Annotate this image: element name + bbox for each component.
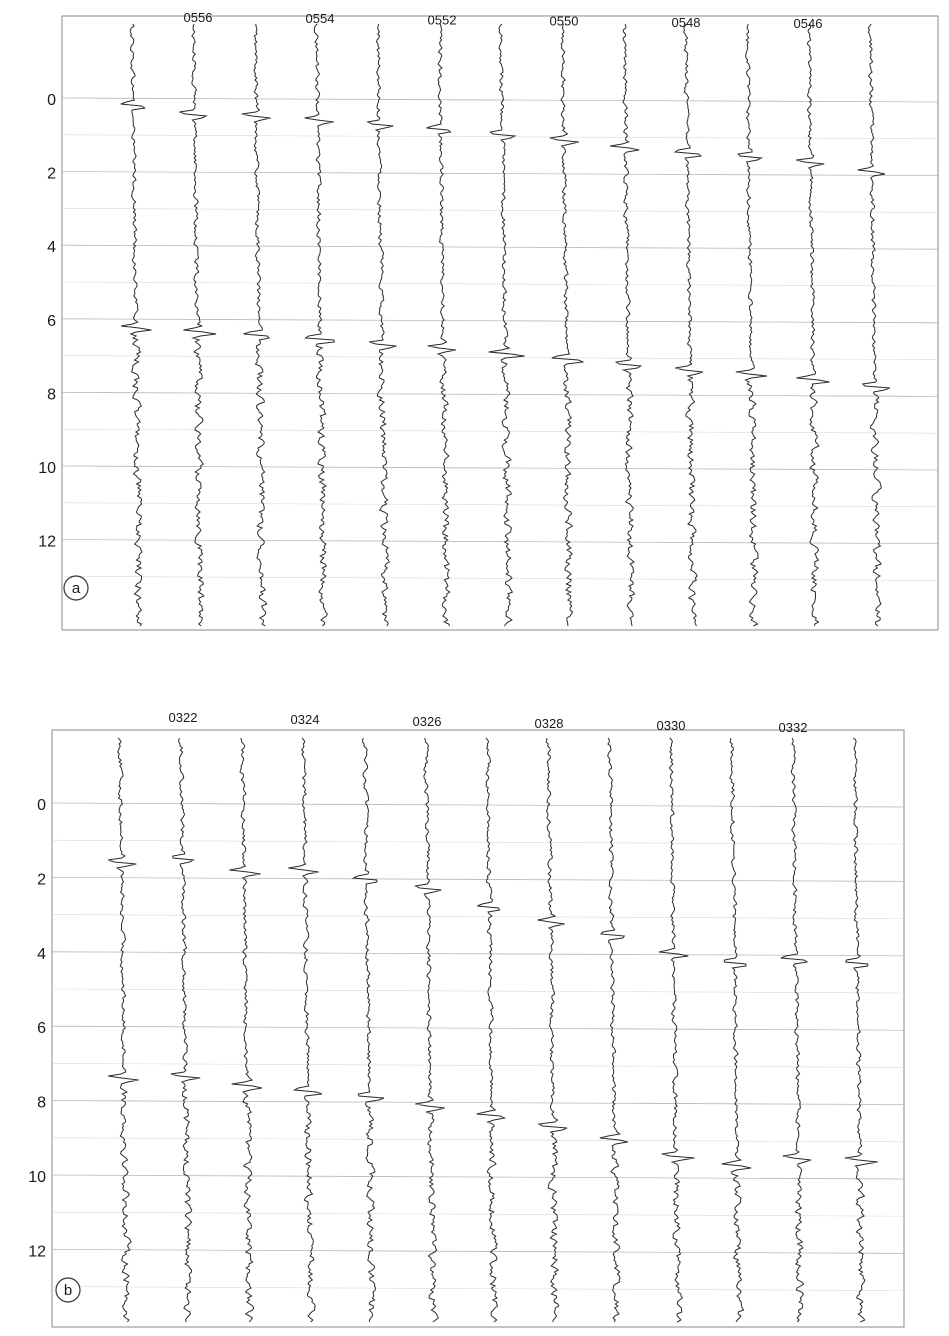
seismic-trace: [413, 737, 445, 1323]
seismic-trace: [673, 23, 704, 627]
trace-label: 0324: [291, 712, 320, 727]
grid-line-minor: [51, 1137, 905, 1143]
seismic-trace: [426, 23, 457, 627]
seismic-trace: [366, 23, 397, 627]
grid-line: [51, 1100, 905, 1106]
trace-label: 0550: [550, 14, 579, 29]
trace-label: 0332: [779, 720, 808, 735]
seismic-trace: [721, 737, 752, 1323]
grid-line: [51, 1174, 905, 1180]
grid-line: [51, 1249, 905, 1254]
seismic-trace: [599, 737, 628, 1323]
grid-line-minor: [61, 502, 939, 508]
seismic-trace: [488, 23, 525, 627]
panel-label: b: [64, 1282, 72, 1299]
grid-line: [61, 465, 939, 471]
trace-label: 0322: [169, 710, 198, 725]
seismic-trace: [288, 737, 323, 1323]
seismic-trace: [108, 737, 139, 1323]
seismic-trace: [303, 23, 336, 627]
seismic-panel-b: 0 2 4 6 8 10 12 0322 0324 0326 0328 0330 0332 b: [0, 700, 949, 1331]
seismic-trace: [120, 23, 152, 627]
grid-line-minor: [61, 428, 939, 434]
grid-line-minor: [51, 988, 905, 994]
seismic-trace: [549, 23, 585, 626]
seismic-section-a: 0 2 4 6 8 10 12 0556 0554 0552 0550 0548 0546 a: [38, 10, 939, 631]
grid-line-minor: [61, 281, 939, 287]
grid-line-minor: [51, 1286, 905, 1291]
seismic-trace: [780, 737, 812, 1323]
seismic-trace: [857, 23, 891, 627]
section-frame: [61, 15, 939, 631]
y-tick-label: 8: [47, 386, 56, 403]
seismic-trace: [537, 737, 568, 1323]
y-tick-label: 12: [28, 1243, 46, 1260]
seismic-trace: [351, 737, 385, 1323]
grid-line-minor: [61, 355, 939, 360]
y-tick-label: 4: [37, 946, 46, 963]
trace-label: 0556: [184, 10, 213, 25]
grid-line: [51, 1025, 905, 1031]
grid-line-minor: [51, 1211, 905, 1217]
trace-label: 0552: [428, 12, 457, 27]
grid-line: [61, 391, 939, 397]
y-tick-label: 10: [38, 460, 56, 477]
grid-line: [61, 539, 939, 544]
seismic-trace: [179, 23, 217, 627]
trace-label: 0328: [535, 716, 564, 731]
grid-line-minor: [61, 576, 939, 581]
seismic-trace: [476, 737, 507, 1323]
y-tick-label: 6: [47, 313, 56, 330]
seismic-trace: [229, 737, 262, 1323]
seismic-trace: [796, 23, 830, 627]
seismic-section-b: 0 2 4 6 8 10 12 0322 0324 0326 0328 0330 0332 b: [28, 710, 905, 1328]
trace-label: 0326: [413, 714, 442, 729]
y-tick-label: 8: [37, 1095, 46, 1112]
grid-line-minor: [51, 1063, 905, 1068]
grid-line-minor: [51, 839, 905, 845]
grid-line: [61, 171, 939, 177]
panel-label: a: [72, 580, 81, 597]
trace-label: 0330: [657, 718, 686, 733]
seismic-trace: [844, 737, 878, 1323]
y-tick-label: 4: [47, 239, 56, 256]
grid-line-minor: [51, 914, 905, 919]
grid-line: [61, 97, 939, 103]
y-tick-label: 12: [38, 534, 56, 551]
y-tick-label: 0: [37, 797, 46, 814]
y-tick-label: 2: [47, 166, 56, 183]
grid-line: [51, 951, 905, 957]
y-tick-label: 6: [37, 1020, 46, 1037]
seismic-trace: [241, 23, 271, 627]
section-frame: [51, 729, 905, 1328]
y-tick-label: 0: [47, 92, 56, 109]
trace-label: 0546: [794, 16, 823, 31]
grid-line-minor: [61, 208, 939, 213]
seismic-trace: [170, 737, 201, 1323]
grid-line: [51, 876, 905, 882]
seismic-trace: [735, 23, 768, 627]
seismic-trace: [610, 23, 643, 627]
y-tick-label: 10: [28, 1169, 46, 1186]
trace-label: 0554: [306, 11, 335, 26]
grid-line-minor: [61, 134, 939, 140]
grid-line: [51, 802, 905, 808]
grid-line: [61, 244, 939, 250]
grid-line: [61, 318, 939, 324]
seismic-panel-a: 0 2 4 6 8 10 12 0556 0554 0552 0550 0548 0546 a: [0, 0, 949, 640]
y-tick-label: 2: [37, 871, 46, 888]
panel-badge: [63, 575, 89, 601]
seismic-trace: [658, 737, 695, 1323]
panel-badge: [55, 1277, 81, 1303]
trace-label: 0548: [672, 15, 701, 30]
